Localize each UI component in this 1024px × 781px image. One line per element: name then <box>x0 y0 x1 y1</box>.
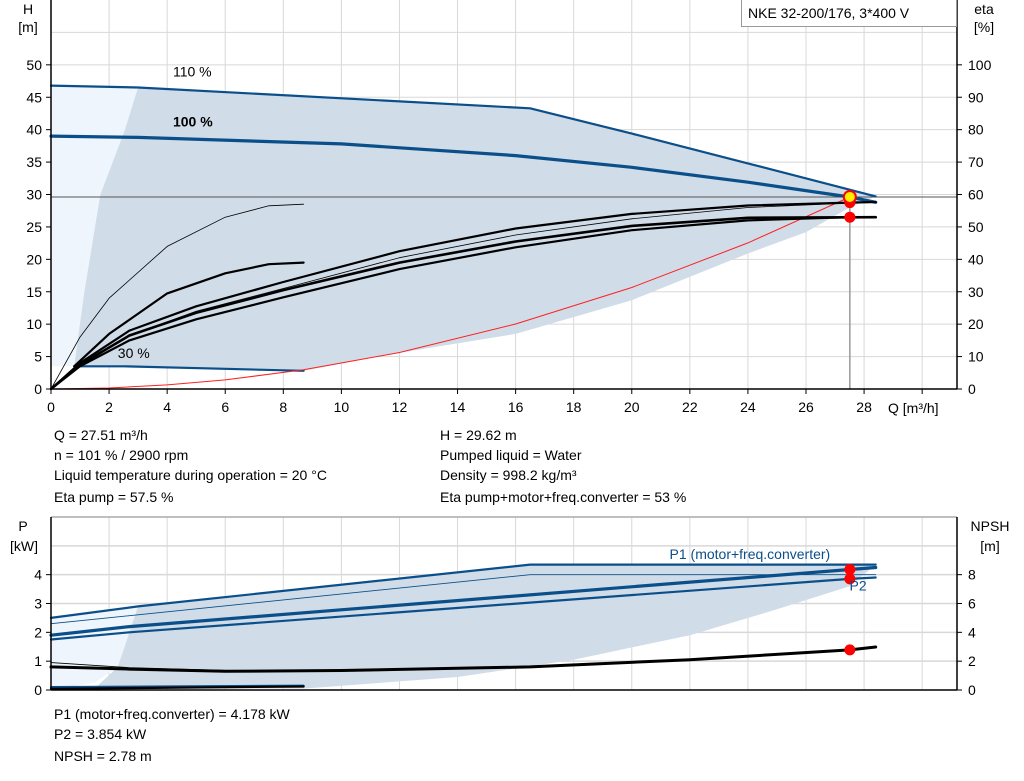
q-axis-label: Q [m³/h] <box>888 400 939 416</box>
x-tick-label: 8 <box>279 399 287 415</box>
h-axis-unit: [m] <box>18 19 38 35</box>
curve-system-curve <box>50 196 851 390</box>
curve-eta-total-110 <box>49 215 878 391</box>
x-tick-label: 22 <box>682 399 698 415</box>
y-tick-label-right: 50 <box>968 219 984 235</box>
y-tick-label-left: 10 <box>26 316 42 332</box>
curve-p2-110 <box>50 574 877 625</box>
info-liquid: Pumped liquid = Water <box>440 447 582 463</box>
curve-p1-100 <box>49 565 878 637</box>
eta-axis-label: eta <box>974 1 994 17</box>
y-tick-label-right: 10 <box>968 349 984 365</box>
curve-eta-pump-30 <box>50 203 305 390</box>
duty-point-head <box>842 189 857 204</box>
h-axis-label: H <box>22 1 34 17</box>
info-p1: P1 (motor+freq.converter) = 4.178 kW <box>54 706 290 722</box>
curve-eta-total-100 <box>49 216 877 391</box>
info-p2: P2 = 3.854 kW <box>54 726 147 742</box>
y-tick-label-right: 90 <box>968 89 984 105</box>
y-tick-label-right: 40 <box>968 251 984 267</box>
x-tick-label: 24 <box>740 399 756 415</box>
p-axis-label: P <box>18 518 28 534</box>
x-tick-label: 20 <box>624 399 640 415</box>
curve-p2-100 <box>49 576 877 641</box>
y-tick-label-left: 20 <box>26 251 42 267</box>
npsh-axis-label: NPSH <box>970 518 1010 534</box>
y-tick-label-left: 3 <box>34 596 42 612</box>
y-tick-label-left: 15 <box>26 284 42 300</box>
duty-point-eta-total <box>844 211 856 223</box>
curve-head-100 <box>49 134 878 204</box>
curve-label: 30 % <box>118 345 150 361</box>
y-tick-label-right: 0 <box>968 682 976 698</box>
x-tick-label: 2 <box>105 399 113 415</box>
x-tick-label: 0 <box>47 399 55 415</box>
info-head: H = 29.62 m <box>440 427 517 443</box>
info-speed: n = 101 % / 2900 rpm <box>54 447 189 463</box>
y-tick-label-left: 5 <box>34 349 42 365</box>
y-tick-label-right: 60 <box>968 187 984 203</box>
y-tick-label-right: 0 <box>968 381 976 397</box>
curve-p2-30 <box>49 685 305 690</box>
curve-head-30 <box>73 365 305 372</box>
eta-axis-unit: [%] <box>973 19 995 35</box>
x-tick-label: 12 <box>392 399 408 415</box>
info-eta-total: Eta pump+motor+freq.converter = 53 % <box>440 489 687 505</box>
y-tick-label-left: 0 <box>34 381 42 397</box>
operating-range <box>94 564 876 689</box>
y-tick-label-left: 2 <box>34 624 42 640</box>
duty-point-npsh <box>844 644 856 656</box>
y-tick-label-left: 0 <box>34 682 42 698</box>
y-tick-label-left: 40 <box>26 122 42 138</box>
y-tick-label-right: 20 <box>968 316 984 332</box>
duty-point-p2 <box>844 573 856 585</box>
y-tick-label-left: 4 <box>34 567 42 583</box>
info-eta-pump: Eta pump = 57.5 % <box>54 489 174 505</box>
y-tick-label-left: 30 <box>26 187 42 203</box>
x-tick-label: 14 <box>450 399 466 415</box>
curve-npsh-100 <box>49 645 878 673</box>
y-tick-label-right: 80 <box>968 122 984 138</box>
info-temperature: Liquid temperature during operation = 20… <box>54 467 327 483</box>
y-tick-label-left: 45 <box>26 89 42 105</box>
y-tick-label-left: 1 <box>34 653 42 669</box>
curve-head-110 <box>49 84 877 198</box>
info-density: Density = 998.2 kg/m³ <box>440 467 577 483</box>
x-tick-label: 6 <box>221 399 229 415</box>
y-tick-label-right: 6 <box>968 596 976 612</box>
p-axis-unit: [kW] <box>10 538 38 554</box>
pump-model-legend: NKE 32-200/176, 3*400 V <box>741 0 957 27</box>
y-tick-label-left: 35 <box>26 154 42 170</box>
x-tick-label: 16 <box>508 399 524 415</box>
curve-label: 110 % <box>173 64 212 80</box>
x-tick-label: 10 <box>334 399 350 415</box>
x-tick-label: 26 <box>798 399 814 415</box>
x-tick-label: 4 <box>163 399 171 415</box>
y-tick-label-right: 2 <box>968 653 976 669</box>
pump-curve-chart: 110 %100 %30 %05101520253035404550010203… <box>26 0 992 415</box>
info-npsh: NPSH = 2.78 m <box>54 748 152 764</box>
y-tick-label-left: 50 <box>26 57 42 73</box>
y-tick-label-right: 4 <box>968 624 976 640</box>
x-tick-label: 28 <box>856 399 872 415</box>
curve-p1-110 <box>49 563 877 620</box>
y-tick-label-left: 25 <box>26 219 42 235</box>
x-tick-label: 18 <box>566 399 582 415</box>
curve-eta-total-30 <box>73 261 305 368</box>
curve-label: P1 (motor+freq.converter) <box>670 546 831 562</box>
y-tick-label-right: 8 <box>968 567 976 583</box>
y-tick-label-right: 100 <box>968 57 992 73</box>
curve-label: 100 % <box>173 113 213 129</box>
info-flow: Q = 27.51 m³/h <box>54 427 148 443</box>
duty-point-p1 <box>844 564 856 576</box>
curve-label: P2 <box>850 578 867 594</box>
y-tick-label-right: 30 <box>968 284 984 300</box>
curve-eta-pump-100 <box>49 200 877 391</box>
y-tick-label-right: 70 <box>968 154 984 170</box>
npsh-axis-unit: [m] <box>980 538 1000 554</box>
